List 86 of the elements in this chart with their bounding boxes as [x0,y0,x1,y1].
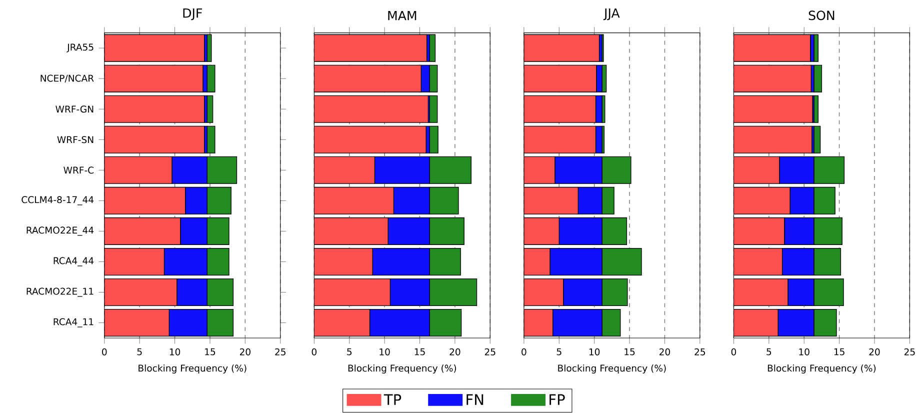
bar [734,187,790,215]
x-axis-title: Blocking Frequency (%) [348,364,456,374]
bar [104,218,181,246]
y-tick-label: RACMO22E_11 [26,288,94,297]
chart-title: JJA [603,8,620,20]
x-tick-label: 15 [414,348,425,356]
bar [734,156,780,184]
bar [524,34,600,62]
y-tick-label: WRF-GN [56,106,94,113]
x-tick-label: 5 [556,348,562,356]
bar [524,96,596,124]
x-tick-label: 0 [731,348,736,356]
bar [524,126,596,154]
bar [314,218,388,246]
y-tick-label: WRF-SN [57,136,94,144]
y-tick-label: CCLM4-8-17_44 [22,196,94,206]
x-tick-label: 20 [659,348,670,356]
bar [104,187,186,215]
bar [524,248,550,276]
chart-title: DJF [183,8,202,20]
x-tick-label: 5 [137,348,142,356]
x-tick-label: 5 [347,348,352,356]
legend-label: FP [550,394,565,406]
x-tick-label: 20 [869,348,880,356]
x-tick-label: 15 [205,348,216,356]
y-tick-label: RCA4_11 [54,318,94,328]
bar [734,65,812,93]
x-tick-label: 20 [240,348,250,356]
x-tick-label: 0 [522,348,526,356]
bar [104,248,165,276]
bar [429,126,438,154]
bar [734,34,811,62]
x-tick-label: 25 [904,348,915,356]
x-tick-label: 10 [380,348,390,356]
y-tick-label: JRA55 [66,44,94,53]
bar [314,96,429,124]
bar [104,278,178,306]
x-tick-label: 25 [484,348,496,356]
bar [734,309,778,337]
bar [104,309,170,337]
bar [314,156,376,184]
x-tick-label: 0 [102,348,107,356]
bar [524,156,556,184]
bar [524,187,578,215]
bar [104,65,204,93]
bar [734,248,783,276]
x-tick-label: 5 [766,348,772,356]
bar [734,96,813,124]
x-axis-title: Blocking Frequency (%) [138,364,246,374]
bar [734,218,785,246]
bar [314,278,391,306]
chart-title: MAM [388,11,416,20]
x-tick-label: 0 [312,348,316,356]
bar [524,278,564,306]
x-tick-label: 15 [834,348,844,356]
bar [314,34,427,62]
x-tick-label: 10 [170,348,180,356]
bar [104,156,172,184]
bar [314,187,394,215]
y-tick-label: NCEP/NCAR [40,74,94,83]
bar [314,248,373,276]
bar [314,65,422,93]
bar [104,34,205,62]
y-tick-label: WRF-C [64,166,94,174]
x-tick-label: 15 [624,348,635,356]
x-axis-title: Blocking Frequency (%) [768,364,876,374]
legend-label: TP [384,394,402,406]
x-tick-label: 25 [275,348,286,356]
x-tick-label: 20 [450,348,460,356]
bar [524,309,554,337]
legend-label: FN [466,394,484,406]
bar [104,126,205,154]
x-axis-title: Blocking Frequency (%) [558,364,666,374]
bar [314,126,426,154]
x-tick-label: 10 [589,348,600,356]
y-tick-label: RCA4_44 [54,257,94,266]
y-tick-label: RACMO22E_44 [26,226,94,236]
bar [314,309,370,337]
bar [104,96,205,124]
bar [734,278,788,306]
x-tick-label: 10 [799,348,810,356]
bar [524,65,597,93]
bar [524,218,560,246]
bar [734,126,812,154]
x-tick-label: 25 [694,348,705,356]
chart-title: SON [808,10,834,20]
